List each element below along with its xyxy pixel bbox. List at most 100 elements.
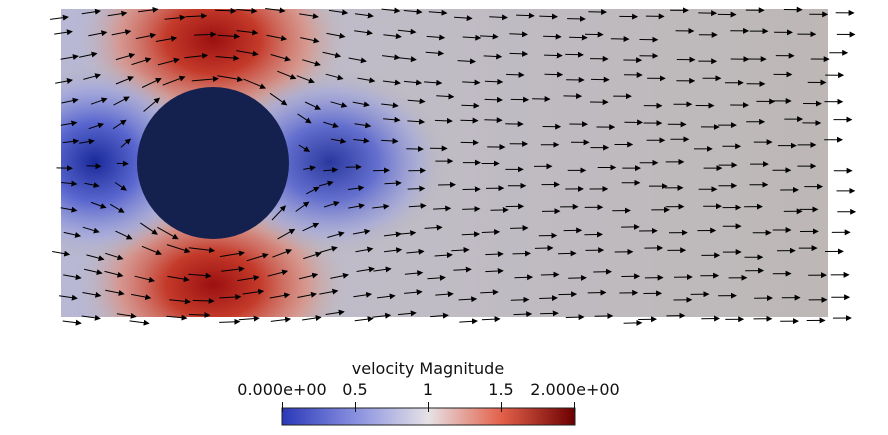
velocity-arrow bbox=[105, 289, 125, 296]
velocity-arrow bbox=[115, 230, 133, 240]
velocity-arrow bbox=[407, 118, 426, 125]
velocity-arrow bbox=[353, 137, 370, 144]
velocity-arrow bbox=[243, 78, 267, 89]
velocity-arrow bbox=[194, 31, 217, 38]
velocity-arrow bbox=[143, 97, 161, 112]
velocity-arrow bbox=[134, 275, 155, 283]
velocity-arrow bbox=[353, 291, 373, 298]
velocity-arrow bbox=[114, 182, 127, 191]
velocity-arrow bbox=[397, 310, 417, 317]
velocity-arrow bbox=[270, 54, 291, 62]
velocity-arrow bbox=[480, 33, 499, 40]
velocity-arrow bbox=[539, 295, 558, 302]
velocity-arrow bbox=[382, 54, 401, 61]
velocity-arrow bbox=[217, 75, 244, 83]
velocity-arrow bbox=[348, 185, 365, 192]
velocity-arrow bbox=[236, 50, 259, 57]
colorbar-swatch bbox=[281, 407, 576, 426]
velocity-arrow bbox=[462, 205, 481, 212]
velocity-arrow bbox=[52, 250, 71, 257]
velocity-arrow bbox=[169, 298, 191, 305]
velocity-arrow bbox=[236, 7, 258, 14]
velocity-arrow bbox=[81, 314, 101, 321]
velocity-arrow bbox=[403, 8, 423, 15]
velocity-arrow bbox=[506, 71, 525, 78]
velocity-arrow bbox=[50, 14, 69, 21]
velocity-arrow bbox=[381, 102, 399, 109]
velocity-arrow bbox=[330, 137, 347, 144]
velocity-arrow bbox=[115, 52, 136, 61]
velocity-arrow bbox=[166, 244, 191, 254]
velocity-arrow bbox=[306, 186, 320, 195]
velocity-arrow bbox=[397, 28, 417, 35]
velocity-arrow bbox=[188, 247, 216, 254]
velocity-arrow bbox=[84, 182, 100, 189]
velocity-arrow bbox=[272, 248, 293, 258]
velocity-arrow bbox=[104, 270, 124, 278]
velocity-arrow bbox=[428, 9, 448, 16]
velocity-arrow bbox=[90, 97, 108, 105]
velocity-arrow bbox=[297, 113, 312, 124]
velocity-arrow bbox=[565, 314, 585, 321]
velocity-arrow bbox=[270, 316, 292, 323]
velocity-arrow bbox=[453, 266, 472, 273]
velocity-arrow bbox=[295, 201, 310, 212]
velocity-arrow bbox=[319, 288, 339, 295]
velocity-arrow bbox=[115, 76, 134, 85]
velocity-arrow bbox=[451, 246, 470, 253]
velocity-arrow bbox=[191, 76, 219, 83]
velocity-arrow bbox=[59, 294, 78, 301]
velocity-arrow bbox=[325, 73, 344, 81]
velocity-arrow bbox=[512, 250, 531, 257]
velocity-arrow bbox=[461, 231, 481, 238]
velocity-arrow bbox=[215, 55, 240, 62]
velocity-arrow bbox=[480, 289, 499, 296]
velocity-arrow bbox=[540, 271, 560, 278]
velocity-arrow bbox=[330, 272, 349, 279]
velocity-arrow bbox=[328, 9, 349, 16]
velocity-arrow bbox=[111, 29, 132, 36]
velocity-arrow bbox=[510, 296, 530, 303]
velocity-arrow bbox=[381, 7, 401, 14]
velocity-arrow bbox=[433, 205, 452, 212]
velocity-arrow bbox=[237, 274, 260, 282]
velocity-arrow bbox=[78, 51, 98, 58]
velocity-arrow bbox=[215, 7, 237, 14]
velocity-arrow bbox=[319, 246, 338, 253]
velocity-arrow bbox=[407, 185, 426, 192]
velocity-arrow bbox=[462, 79, 481, 86]
velocity-arrow bbox=[120, 138, 132, 148]
velocity-arrow bbox=[404, 289, 423, 296]
velocity-arrow bbox=[404, 270, 424, 277]
velocity-arrow bbox=[298, 272, 319, 280]
velocity-arrow bbox=[434, 252, 453, 259]
velocity-arrow bbox=[461, 102, 480, 109]
velocity-arrow bbox=[277, 228, 296, 240]
velocity-arrow bbox=[382, 79, 401, 86]
velocity-arrow bbox=[113, 96, 130, 106]
velocity-arrow bbox=[348, 57, 367, 64]
velocity-arrow bbox=[86, 254, 105, 262]
velocity-arrow bbox=[129, 319, 150, 326]
velocity-arrow bbox=[269, 292, 291, 299]
velocity-arrow bbox=[109, 203, 125, 213]
velocity-arrow bbox=[403, 79, 423, 86]
velocity-arrow bbox=[131, 57, 152, 66]
velocity-arrow bbox=[303, 165, 316, 172]
velocity-arrow bbox=[267, 269, 289, 277]
velocity-arrow bbox=[192, 297, 215, 304]
velocity-arrow bbox=[484, 78, 504, 85]
velocity-arrow bbox=[406, 248, 425, 255]
velocity-arrow bbox=[459, 318, 478, 325]
velocity-arrow bbox=[269, 92, 288, 106]
velocity-arrow bbox=[112, 119, 127, 130]
velocity-arrow bbox=[304, 101, 322, 110]
velocity-arrow bbox=[135, 32, 157, 40]
velocity-arrow bbox=[83, 73, 102, 80]
velocity-arrow bbox=[485, 251, 504, 258]
velocity-arrow bbox=[90, 201, 107, 209]
velocity-arrow bbox=[509, 31, 528, 38]
velocity-arrow bbox=[86, 163, 102, 170]
